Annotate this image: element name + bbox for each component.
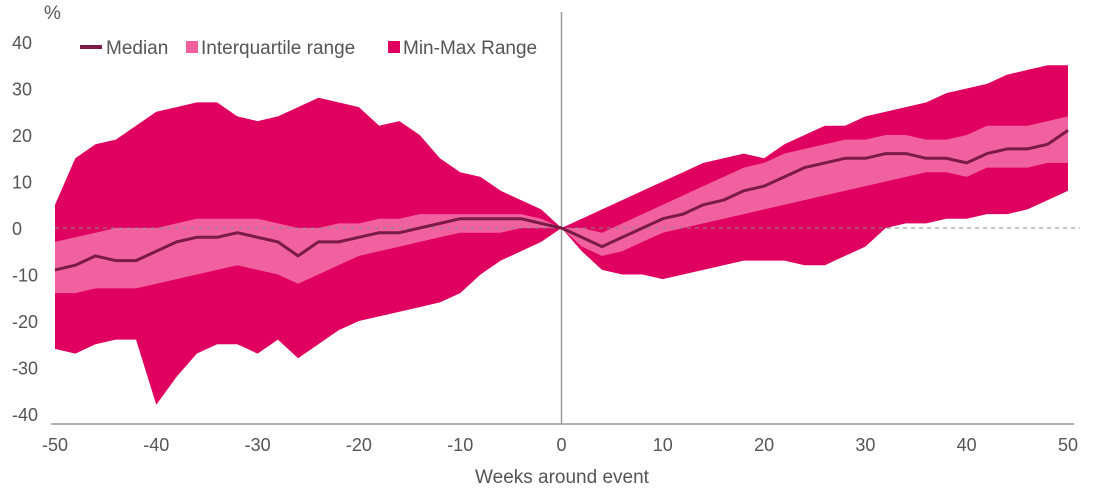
y-tick-label: 30 (12, 80, 32, 100)
legend-minmax-swatch (388, 41, 400, 53)
y-axis-unit-label: % (44, 3, 61, 24)
x-tick-label: 40 (957, 435, 977, 455)
y-tick-label: 10 (12, 173, 32, 193)
y-tick-label: -30 (12, 359, 38, 379)
median-line (54, 129, 1069, 272)
y-tick-label: -10 (12, 266, 38, 286)
legend: Median Interquartile range Min-Max Range (80, 38, 537, 59)
y-tick-label: 40 (12, 33, 32, 53)
legend-iqr-swatch (186, 41, 198, 53)
x-tick-label: 20 (754, 435, 774, 455)
x-tick-label: 50 (1058, 435, 1078, 455)
x-tick-label: 0 (556, 435, 566, 455)
y-tick-label: -20 (12, 312, 38, 332)
x-tick-label: -20 (346, 435, 372, 455)
y-tick-label: 20 (12, 126, 32, 146)
x-axis-label: Weeks around event (475, 467, 650, 488)
y-tick-label: 0 (12, 219, 22, 239)
y-tick-label: -40 (12, 405, 38, 425)
legend-iqr-label: Interquartile range (201, 38, 355, 59)
x-tick-label: -10 (447, 435, 473, 455)
x-tick-label: -50 (42, 435, 68, 455)
x-tick-label: -40 (143, 435, 169, 455)
x-tick-label: 30 (855, 435, 875, 455)
legend-median-label: Median (106, 38, 168, 59)
x-tick-label: 10 (653, 435, 673, 455)
x-tick-label: -30 (245, 435, 271, 455)
legend-minmax-label: Min-Max Range (403, 38, 537, 59)
